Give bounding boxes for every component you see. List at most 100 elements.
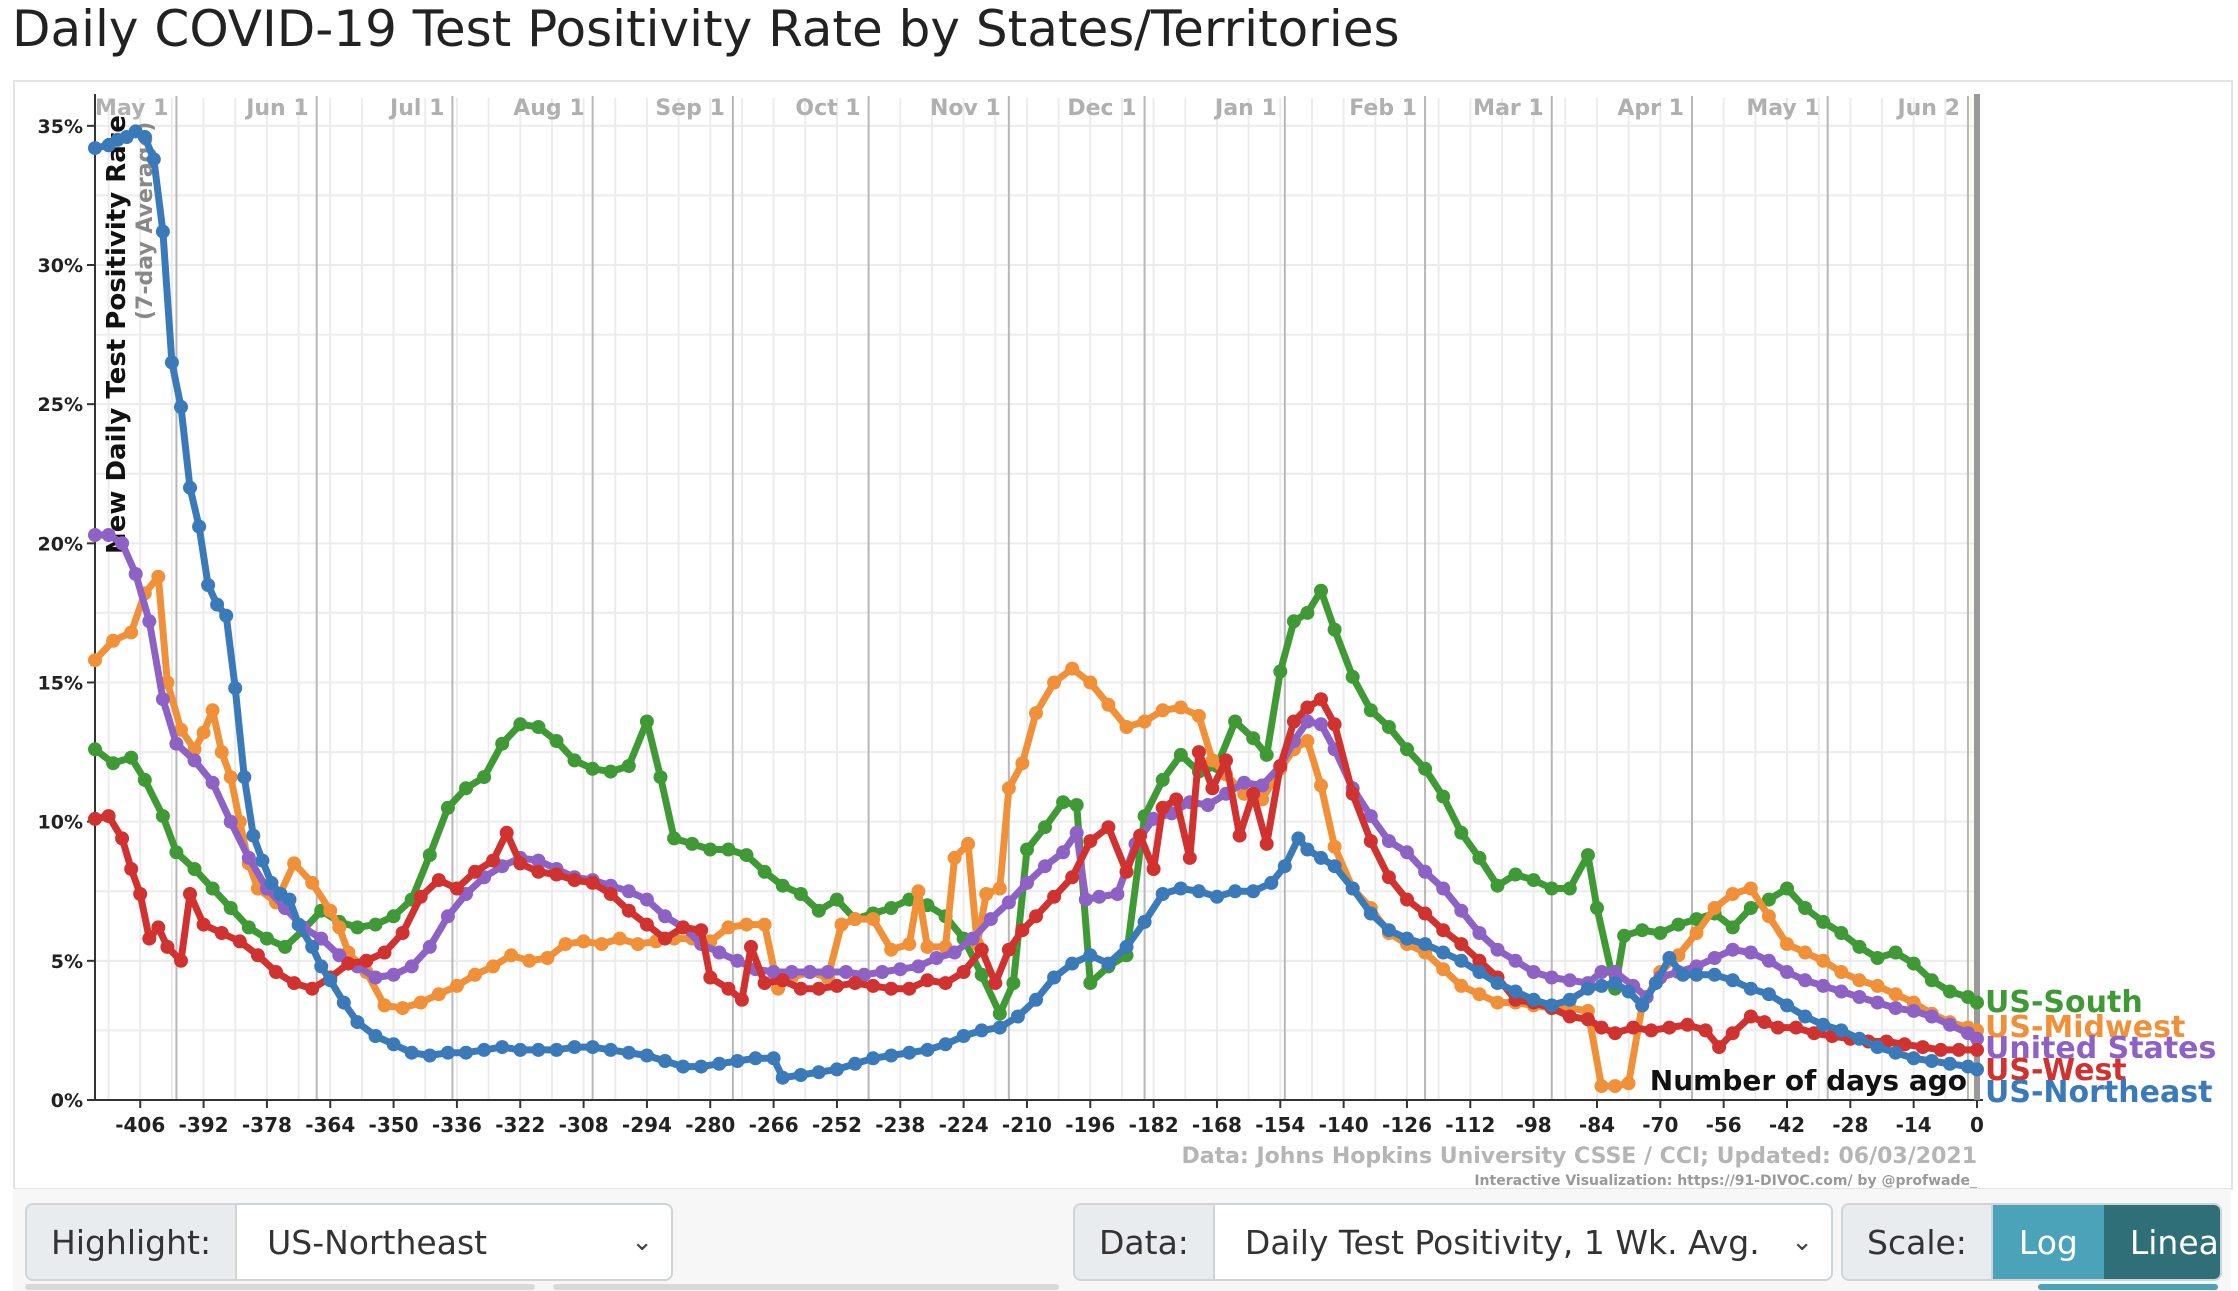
data-point: [350, 920, 365, 935]
data-point: [169, 736, 184, 751]
data-point: [1246, 884, 1261, 899]
data-point: [1780, 965, 1794, 979]
data-point: [477, 1042, 492, 1057]
data-point: [676, 920, 691, 935]
data-point: [1020, 875, 1034, 890]
data-point: [540, 951, 555, 965]
data-point: [1942, 1017, 1957, 1032]
data-point: [1490, 995, 1505, 1010]
data-point: [1173, 881, 1188, 896]
data-point: [974, 967, 989, 982]
data-point: [1707, 901, 1722, 915]
data-point: [1119, 864, 1134, 879]
data-point: [1056, 845, 1071, 860]
data-point: [1418, 906, 1433, 921]
data-point: [101, 809, 116, 824]
data-point: [1345, 669, 1360, 684]
data-point: [1915, 1040, 1930, 1055]
data-point: [1653, 926, 1668, 940]
data-point: [106, 756, 121, 771]
data-point: [1182, 850, 1197, 865]
series-label: US-South: [1985, 985, 2143, 1020]
data-point: [1743, 881, 1758, 896]
data-point: [585, 875, 600, 890]
data-point: [404, 959, 419, 974]
x-tick-label: -210: [1002, 1113, 1052, 1137]
data-point: [549, 867, 564, 882]
data-point: [1273, 759, 1288, 773]
y-tick-label: 5%: [51, 951, 83, 973]
data-point: [739, 848, 754, 863]
data-point: [413, 889, 428, 904]
data-point: [395, 926, 410, 940]
source-note: Data: Johns Hopkins University CSSE / CC…: [1182, 1144, 1977, 1169]
data-point: [744, 939, 758, 954]
y-tick-label: 20%: [38, 533, 83, 555]
data-point: [1906, 1051, 1921, 1066]
month-label: Jan 1: [1213, 96, 1277, 121]
data-point: [468, 864, 482, 879]
data-point: [449, 881, 464, 896]
x-tick-label: -364: [305, 1113, 355, 1137]
data-point: [829, 892, 844, 907]
data-point: [1662, 1020, 1677, 1035]
data-point: [1454, 953, 1469, 968]
data-point: [1065, 870, 1080, 885]
data-point: [1078, 892, 1093, 907]
data-point: [1770, 1020, 1785, 1035]
data-point: [893, 962, 908, 977]
data-point: [1400, 742, 1414, 757]
data-point: [685, 836, 700, 851]
scale-label: Scale:: [1843, 1205, 1993, 1279]
data-point: [1137, 714, 1152, 729]
data-point: [1761, 953, 1776, 968]
data-point: [314, 931, 329, 946]
data-point: [603, 764, 618, 779]
data-point: [223, 901, 238, 915]
data-point: [137, 130, 152, 144]
data-point: [422, 1048, 437, 1063]
data-point: [694, 1059, 709, 1074]
data-point: [287, 856, 302, 871]
data-point: [983, 912, 998, 927]
data-point: [1644, 1023, 1659, 1038]
scale-log-button[interactable]: Log: [1992, 1205, 2104, 1279]
data-point: [929, 951, 944, 965]
data-select[interactable]: Daily Test Positivity, 1 Wk. Avg. ⌄: [1215, 1205, 1831, 1279]
data-point: [1580, 848, 1595, 863]
x-tick-label: -140: [1319, 1113, 1369, 1137]
data-point: [1590, 901, 1604, 915]
y-tick-label: 30%: [38, 255, 83, 277]
x-tick-label: -322: [495, 1113, 545, 1137]
highlight-select[interactable]: US-Northeast ⌄: [237, 1205, 671, 1279]
data-point: [205, 703, 220, 718]
data-point: [730, 1054, 745, 1068]
plot-area: [95, 98, 1977, 1100]
month-label: Mar 1: [1473, 96, 1544, 121]
data-point: [106, 633, 121, 648]
data-point: [979, 887, 994, 901]
scale-linear-button[interactable]: Linear: [2103, 1205, 2220, 1279]
data-point: [386, 967, 401, 982]
data-point: [1743, 1009, 1758, 1024]
data-point: [449, 978, 464, 993]
data-point: [1436, 923, 1451, 938]
data-point: [1001, 895, 1016, 910]
data-point: [155, 692, 170, 707]
data-point: [938, 976, 953, 991]
x-tick-label: -28: [1832, 1113, 1868, 1137]
data-point: [1191, 745, 1206, 760]
data-point: [961, 836, 976, 851]
data-point: [594, 937, 609, 952]
data-point: [395, 1001, 410, 1016]
data-point: [1924, 1054, 1939, 1068]
data-point: [1155, 703, 1170, 718]
x-tick-label: -392: [179, 1113, 229, 1137]
month-label: May 1: [95, 96, 168, 121]
data-point: [1264, 875, 1279, 890]
data-point: [1015, 923, 1030, 938]
data-point: [1852, 990, 1867, 1004]
x-tick-label: -280: [685, 1113, 735, 1137]
series-label: US-Midwest: [1985, 1010, 2185, 1045]
data-point: [694, 923, 709, 938]
